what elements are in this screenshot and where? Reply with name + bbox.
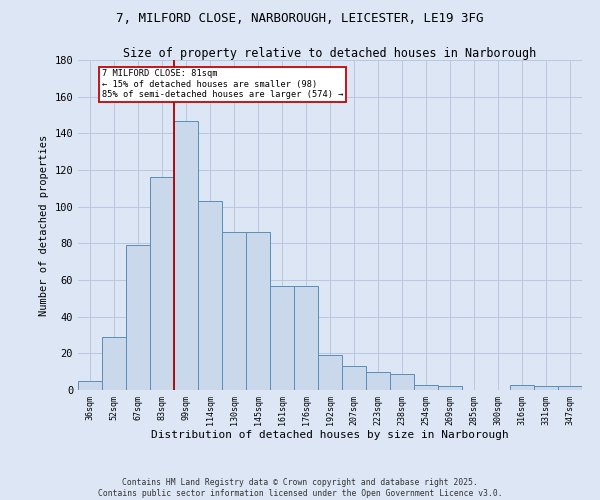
Bar xyxy=(198,201,222,390)
Bar xyxy=(78,381,102,390)
Bar xyxy=(438,386,462,390)
Text: 7, MILFORD CLOSE, NARBOROUGH, LEICESTER, LE19 3FG: 7, MILFORD CLOSE, NARBOROUGH, LEICESTER,… xyxy=(116,12,484,26)
Bar xyxy=(270,286,294,390)
Bar xyxy=(150,178,174,390)
X-axis label: Distribution of detached houses by size in Narborough: Distribution of detached houses by size … xyxy=(151,430,509,440)
Title: Size of property relative to detached houses in Narborough: Size of property relative to detached ho… xyxy=(124,47,536,60)
Bar xyxy=(174,120,198,390)
Bar xyxy=(534,386,558,390)
Bar xyxy=(510,384,534,390)
Bar xyxy=(318,355,342,390)
Text: Contains HM Land Registry data © Crown copyright and database right 2025.
Contai: Contains HM Land Registry data © Crown c… xyxy=(98,478,502,498)
Y-axis label: Number of detached properties: Number of detached properties xyxy=(39,134,49,316)
Bar xyxy=(390,374,414,390)
Text: 7 MILFORD CLOSE: 81sqm
← 15% of detached houses are smaller (98)
85% of semi-det: 7 MILFORD CLOSE: 81sqm ← 15% of detached… xyxy=(102,69,343,99)
Bar xyxy=(414,384,438,390)
Bar xyxy=(246,232,270,390)
Bar xyxy=(558,386,582,390)
Bar xyxy=(222,232,246,390)
Bar xyxy=(126,245,150,390)
Bar xyxy=(366,372,390,390)
Bar xyxy=(342,366,366,390)
Bar xyxy=(294,286,318,390)
Bar xyxy=(102,337,126,390)
